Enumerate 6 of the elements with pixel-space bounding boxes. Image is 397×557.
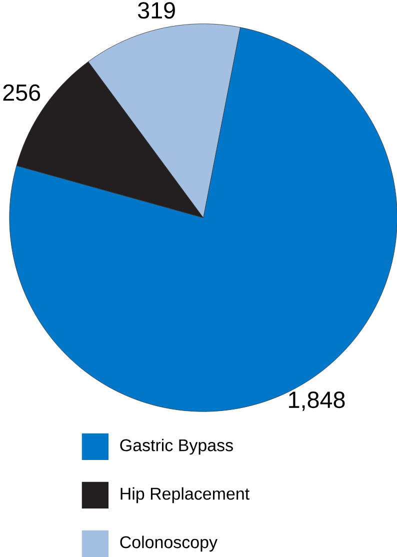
data-label: 256	[3, 84, 40, 101]
legend-label: Colonoscopy	[120, 536, 218, 552]
data-label: 319	[138, 2, 175, 19]
data-label: 1,848	[288, 392, 345, 411]
legend-label: Gastric Bypass	[120, 438, 233, 455]
legend-label: Hip Replacement	[120, 487, 250, 504]
